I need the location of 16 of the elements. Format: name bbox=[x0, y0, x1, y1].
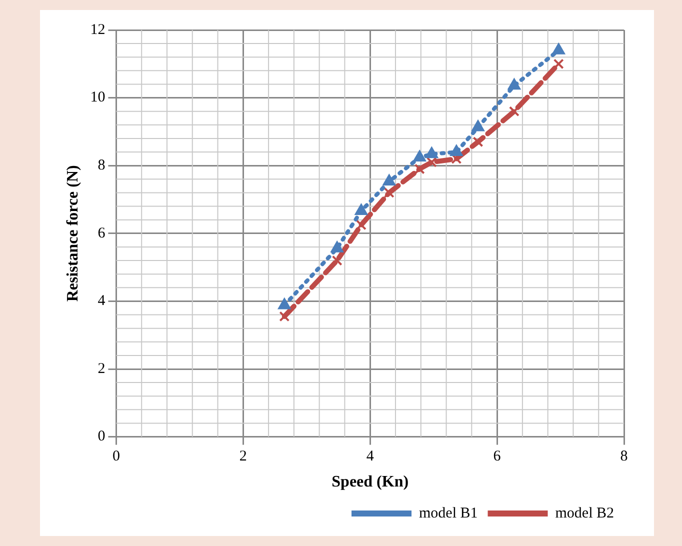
x-tick-label: 2 bbox=[239, 448, 247, 465]
y-axis-title: Resistance force (N) bbox=[64, 165, 82, 302]
y-tick-label: 10 bbox=[90, 90, 106, 106]
x-tick-label: 8 bbox=[620, 448, 628, 465]
y-tick-label: 12 bbox=[90, 22, 106, 38]
y-tick-label: 6 bbox=[98, 225, 106, 242]
y-tick-label: 4 bbox=[98, 293, 106, 310]
legend-label: model B1 bbox=[419, 505, 478, 522]
x-tick-label: 6 bbox=[493, 448, 502, 465]
x-axis-title: Speed (Kn) bbox=[332, 474, 409, 491]
y-tick-label: 8 bbox=[98, 158, 106, 174]
y-tick-label: 2 bbox=[98, 360, 106, 377]
x-tick-label: 4 bbox=[366, 448, 374, 465]
y-tick-label: 0 bbox=[98, 428, 106, 445]
legend-label: model B2 bbox=[555, 505, 614, 522]
x-tick-label: 0 bbox=[112, 448, 120, 465]
